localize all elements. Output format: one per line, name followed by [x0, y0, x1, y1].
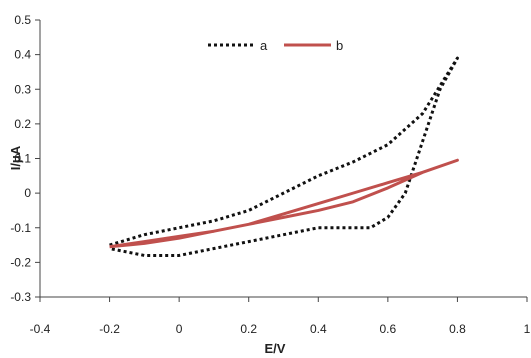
x-tick-label: -0.4 — [30, 322, 51, 336]
series-b-line — [109, 158, 459, 249]
y-tick-label: 0.1 — [14, 152, 31, 166]
y-tick-label: 0 — [24, 186, 31, 200]
y-axis-title: I/μA — [8, 145, 23, 170]
y-tick-label: 0.3 — [14, 82, 31, 96]
series-layer — [109, 56, 459, 257]
legend: a b — [208, 38, 343, 53]
x-tick-label: 1 — [524, 322, 531, 336]
x-tick-label: -0.2 — [99, 322, 120, 336]
y-tick-label: 0.4 — [14, 48, 31, 62]
y-tick-label: 0.2 — [14, 117, 31, 131]
x-tick-label: 0.4 — [310, 322, 327, 336]
x-tick-label: 0.6 — [380, 322, 397, 336]
y-tick-label: -0.2 — [10, 255, 31, 269]
x-axis-title: E/V — [265, 341, 286, 356]
series-a-line — [109, 56, 459, 257]
x-tick-label: 0.2 — [240, 322, 257, 336]
x-tick-label: 0.8 — [449, 322, 466, 336]
legend-label-b: b — [336, 38, 343, 53]
x-axis-ticks: -0.4 -0.2 0 0.2 0.4 0.6 0.8 1 — [30, 297, 531, 336]
legend-label-a: a — [260, 38, 268, 53]
y-axis-ticks: 0.5 0.4 0.3 0.2 0.1 0 -0.1 -0.2 -0.3 — [10, 13, 40, 304]
y-tick-label: 0.5 — [14, 13, 31, 27]
y-tick-label: -0.3 — [10, 290, 31, 304]
plot-area: -0.4 -0.2 0 0.2 0.4 0.6 0.8 1 0.50.40.30.20.10-… — [10, 13, 530, 336]
y-tick-label: -0.1 — [10, 221, 31, 235]
x-tick-label: 0 — [176, 322, 183, 336]
